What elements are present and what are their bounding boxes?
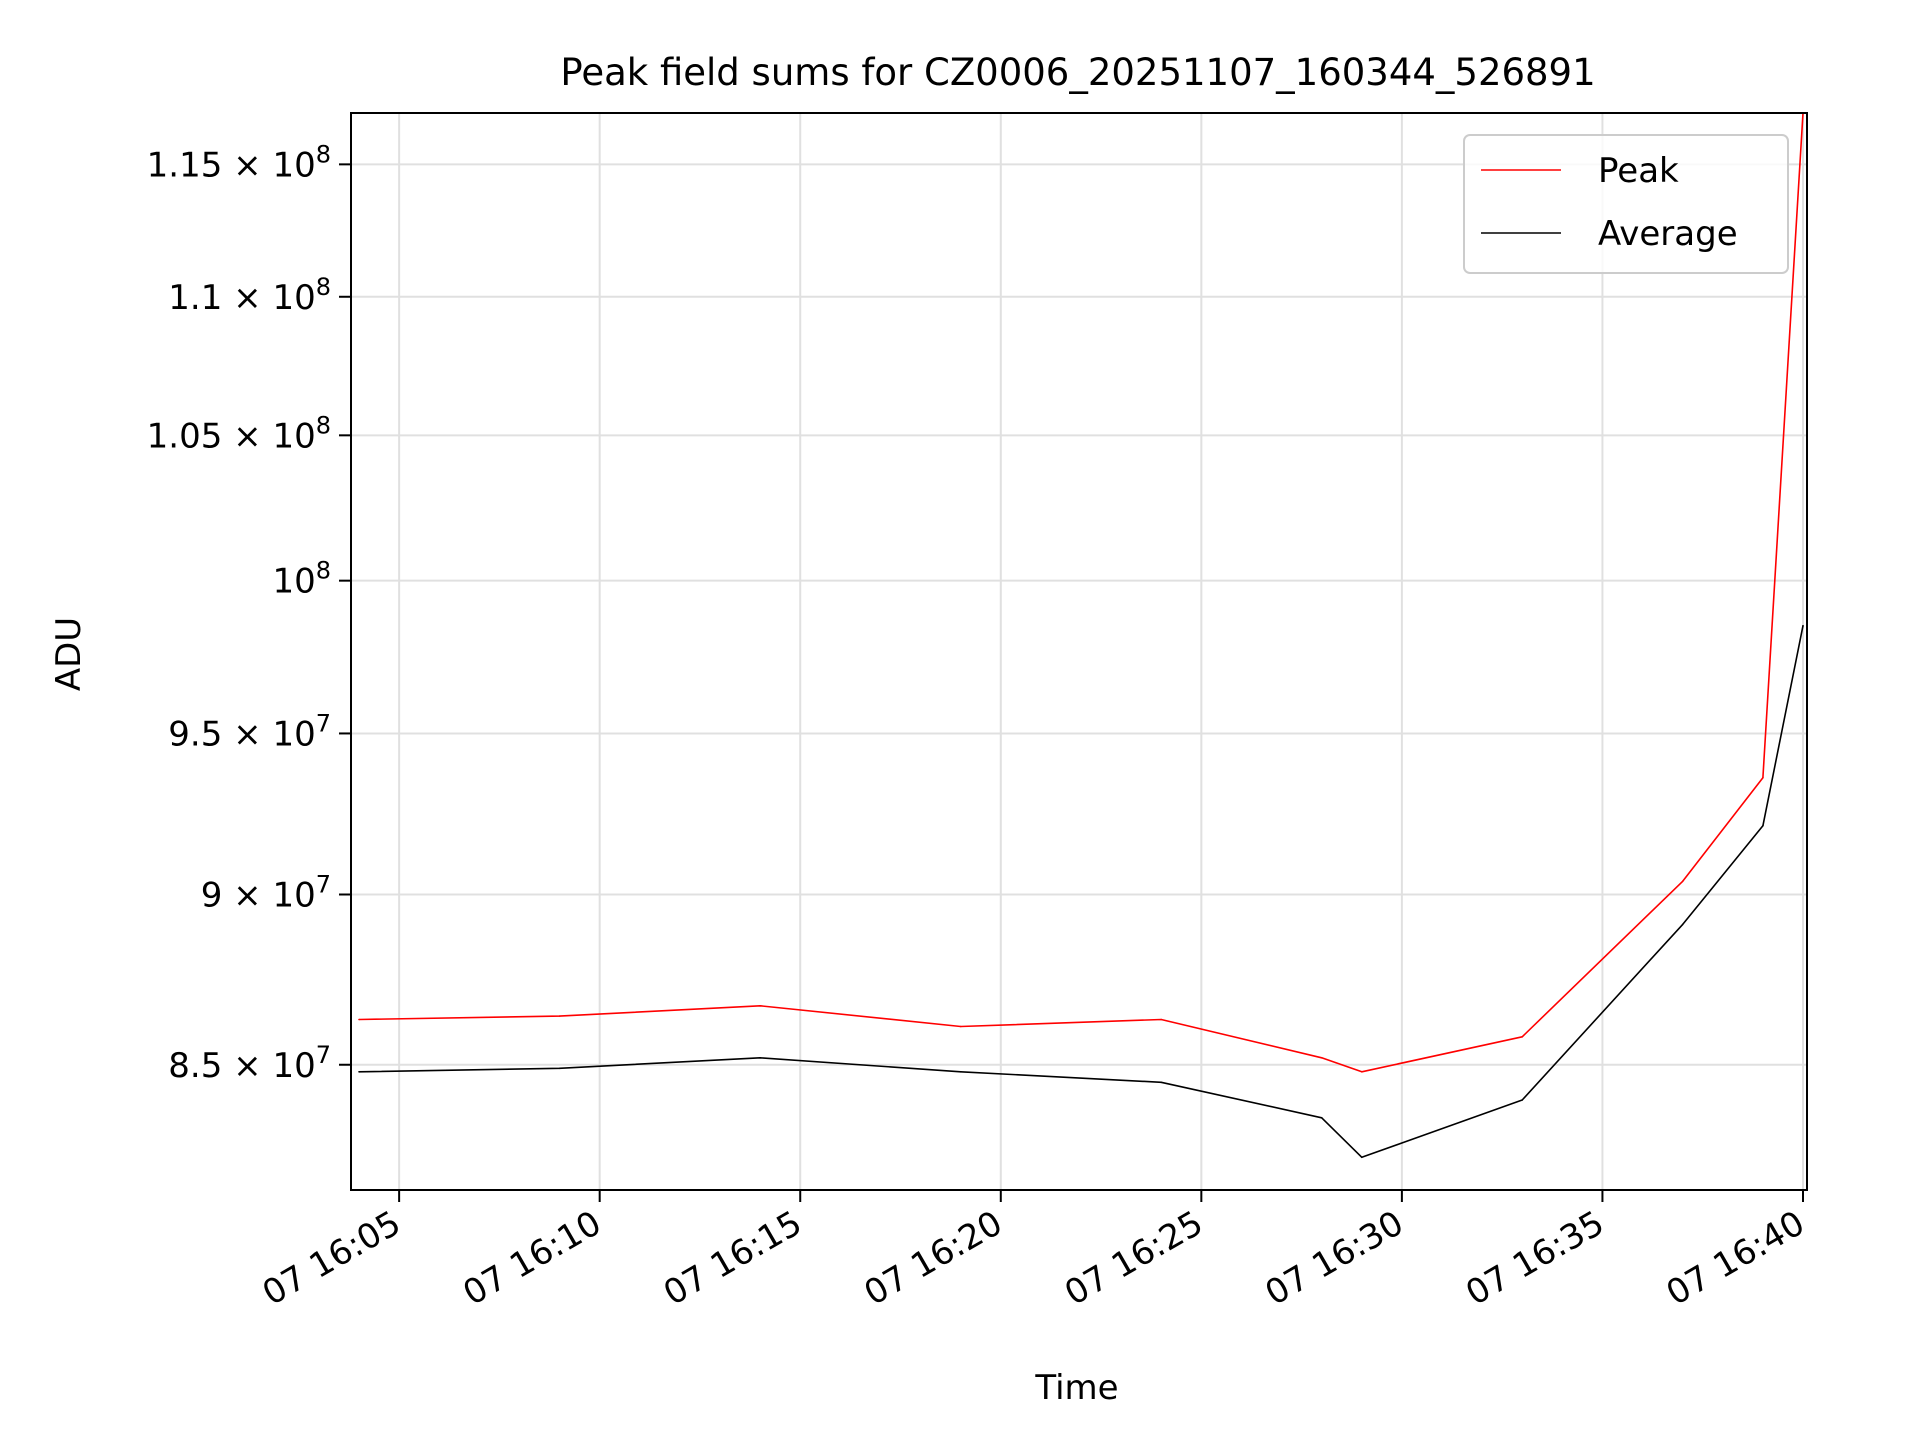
data-point-peak bbox=[759, 1005, 761, 1007]
data-point-peak bbox=[1320, 1057, 1323, 1059]
chart-title: Peak field sums for CZ0006_20251107_1603… bbox=[560, 51, 1595, 94]
data-point-peak bbox=[1160, 1018, 1162, 1021]
data-point-average bbox=[959, 1071, 962, 1073]
data-point-peak bbox=[1361, 1071, 1363, 1073]
data-point-average bbox=[558, 1067, 561, 1070]
y-tick-label: 1.1 × 108 bbox=[168, 273, 331, 318]
legend: Peak Average bbox=[1463, 134, 1789, 274]
data-point-average bbox=[1361, 1156, 1363, 1159]
data-point-average bbox=[1802, 624, 1804, 627]
data-point-peak bbox=[558, 1015, 561, 1017]
data-point-peak bbox=[358, 1018, 360, 1021]
data-point-average bbox=[1521, 1099, 1523, 1101]
y-tick-label: 1.05 × 108 bbox=[147, 411, 331, 456]
legend-label-peak: Peak bbox=[1598, 151, 1679, 191]
y-axis-label: ADU bbox=[49, 617, 89, 691]
data-point-average bbox=[1160, 1081, 1162, 1084]
data-point-peak bbox=[959, 1025, 962, 1028]
series-layer bbox=[358, 112, 1804, 1159]
y-tick-label: 1.15 × 108 bbox=[147, 140, 331, 185]
data-point-average bbox=[358, 1071, 360, 1073]
grid bbox=[351, 113, 1807, 1190]
legend-label-average: Average bbox=[1598, 214, 1738, 254]
y-tick-label: 108 bbox=[272, 557, 331, 602]
data-point-peak bbox=[1762, 776, 1764, 779]
data-point-average bbox=[1681, 923, 1684, 926]
y-tick-label: 9 × 107 bbox=[201, 870, 331, 915]
y-tick-label: 9.5 × 107 bbox=[168, 709, 331, 754]
data-point-average bbox=[1320, 1117, 1323, 1119]
y-tick-label: 8.5 × 107 bbox=[168, 1041, 331, 1086]
data-point-average bbox=[1762, 825, 1764, 827]
data-point-peak bbox=[1681, 880, 1684, 883]
data-point-peak bbox=[1521, 1036, 1523, 1038]
plot-frame bbox=[350, 112, 1808, 1191]
y-axis: 8.5 × 107 9 × 107 9.5 × 107 108 1.05 × 108 1.… bbox=[147, 140, 351, 1086]
data-point-average bbox=[759, 1057, 761, 1059]
x-axis-label: Time bbox=[1034, 1368, 1118, 1408]
